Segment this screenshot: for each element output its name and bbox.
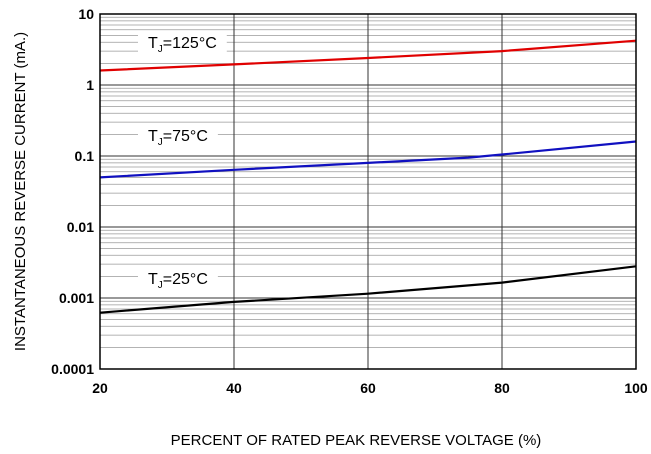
- curve-label-subscript: J: [158, 280, 163, 291]
- curve-label-0: TJ=125°C: [148, 35, 217, 55]
- y-tick-label: 10: [78, 6, 94, 22]
- y-axis-label: INSTANTANEOUS REVERSE CURRENT (mA.): [12, 32, 29, 351]
- series-line-1: [99, 140, 637, 179]
- x-tick-labels: 20 40 60 80 100: [92, 380, 648, 396]
- plot-frame: [99, 13, 637, 370]
- x-tick-label: 20: [92, 380, 108, 396]
- curve-label-1: TJ=75°C: [148, 128, 208, 148]
- y-tick-label: 0.01: [67, 219, 94, 235]
- curve-label-rest: =125°C: [163, 35, 217, 52]
- curve-label-rest: =75°C: [163, 128, 208, 145]
- curve-label-main: T: [148, 35, 158, 52]
- curve-labels: TJ=125°CTJ=75°CTJ=25°C: [138, 32, 227, 294]
- curve-label-subscript: J: [158, 137, 163, 148]
- curve-label-main: T: [148, 128, 158, 145]
- curve-label-background: [138, 125, 218, 151]
- curve-label-rest: =25°C: [163, 271, 208, 288]
- curve-label-background: [138, 32, 227, 58]
- curve-label-background: [138, 268, 218, 294]
- y-tick-label: 1: [86, 77, 94, 93]
- series-line-2: [99, 265, 637, 314]
- x-tick-label: 80: [494, 380, 510, 396]
- y-tick-label: 0.001: [59, 290, 94, 306]
- x-axis-label: PERCENT OF RATED PEAK REVERSE VOLTAGE (%…: [171, 432, 542, 449]
- y-tick-label: 0.0001: [51, 361, 94, 377]
- series-line-0: [99, 39, 637, 72]
- curve-label-subscript: J: [158, 44, 163, 55]
- y-tick-labels: 0.0001 0.001 0.01 0.1 1 10: [51, 6, 94, 377]
- y-tick-label: 0.1: [75, 148, 95, 164]
- curve-label-main: T: [148, 271, 158, 288]
- x-tick-label: 60: [360, 380, 376, 396]
- curve-label-2: TJ=25°C: [148, 271, 208, 291]
- x-tick-label: 40: [226, 380, 242, 396]
- x-tick-label: 100: [624, 380, 648, 396]
- curves: [99, 39, 637, 314]
